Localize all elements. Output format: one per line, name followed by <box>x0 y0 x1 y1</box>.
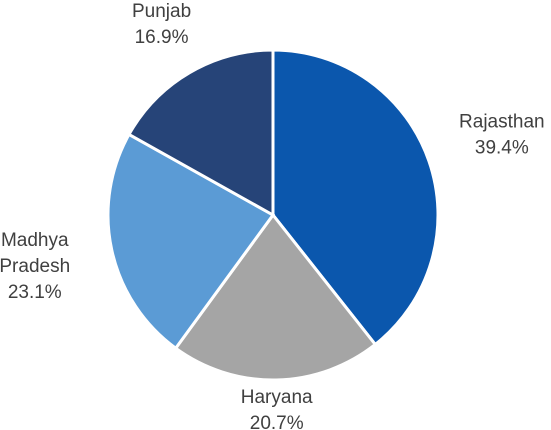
slice-label: Punjab <box>132 1 191 22</box>
pie-slice <box>126 48 275 218</box>
label-line: Rajasthan <box>459 112 545 133</box>
value-label: 16.9% <box>135 27 189 48</box>
slice-label: Rajasthan <box>459 112 545 133</box>
label-line: Pradesh <box>0 256 70 277</box>
value-label: 39.4% <box>475 138 529 159</box>
value-label: 23.1% <box>8 282 62 303</box>
slice-label: Madhya Pradesh <box>0 230 70 277</box>
pie-slice <box>271 48 440 347</box>
label-line: Haryana <box>241 387 313 408</box>
pie-slice <box>173 212 378 382</box>
slice-label: Haryana <box>241 387 313 408</box>
value-label: 20.7% <box>250 413 304 430</box>
label-line: Madhya <box>1 230 69 251</box>
pie-slice <box>106 132 276 351</box>
label-line: Punjab <box>132 1 191 22</box>
